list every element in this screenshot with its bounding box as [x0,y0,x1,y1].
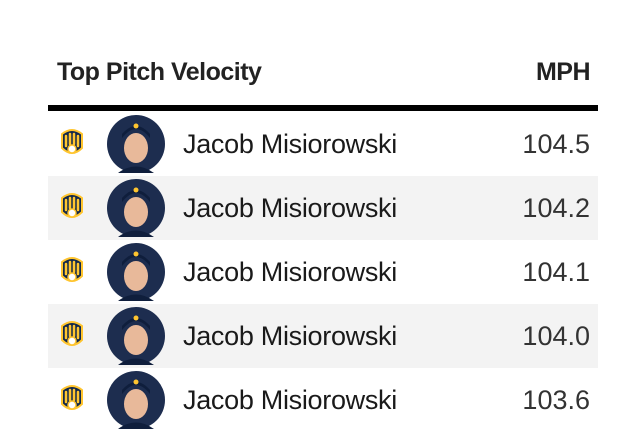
header-rule [48,105,598,111]
team-logo [61,129,83,154]
leader-row: Jacob Misiorowski 104.1 [48,240,598,304]
velocity-value: 104.0 [522,321,590,351]
player-headshot [107,243,165,301]
row-icons [61,179,165,237]
velocity-value: 104.2 [522,193,590,223]
team-logo [61,257,83,282]
leader-row: Jacob Misiorowski 104.5 [48,112,598,176]
player-headshot [107,115,165,173]
player-name: Jacob Misiorowski [183,321,397,351]
unit-header: MPH [535,58,591,86]
team-logo [61,193,83,218]
player-headshot [107,307,165,365]
row-icons [61,307,165,365]
player-name: Jacob Misiorowski [183,257,397,287]
velocity-value: 104.1 [522,257,590,287]
player-name: Jacob Misiorowski [183,385,397,415]
leader-row: Jacob Misiorowski 104.0 [48,304,598,368]
velocity-value: 103.6 [522,385,590,415]
player-headshot [107,371,165,429]
player-name: Jacob Misiorowski [183,193,397,223]
row-icons [61,371,165,429]
leader-row: Jacob Misiorowski 104.2 [48,176,598,240]
player-name: Jacob Misiorowski [183,129,397,159]
title: Top Pitch Velocity [57,58,262,86]
row-icons [61,115,165,173]
team-logo [61,385,83,410]
team-logo [61,321,83,346]
leader-row: Jacob Misiorowski 103.6 [48,368,598,432]
row-icons [61,243,165,301]
velocity-value: 104.5 [522,129,590,159]
leaderboard: Top Pitch Velocity MPH Jacob Misiorowski… [48,0,598,442]
player-headshot [107,179,165,237]
